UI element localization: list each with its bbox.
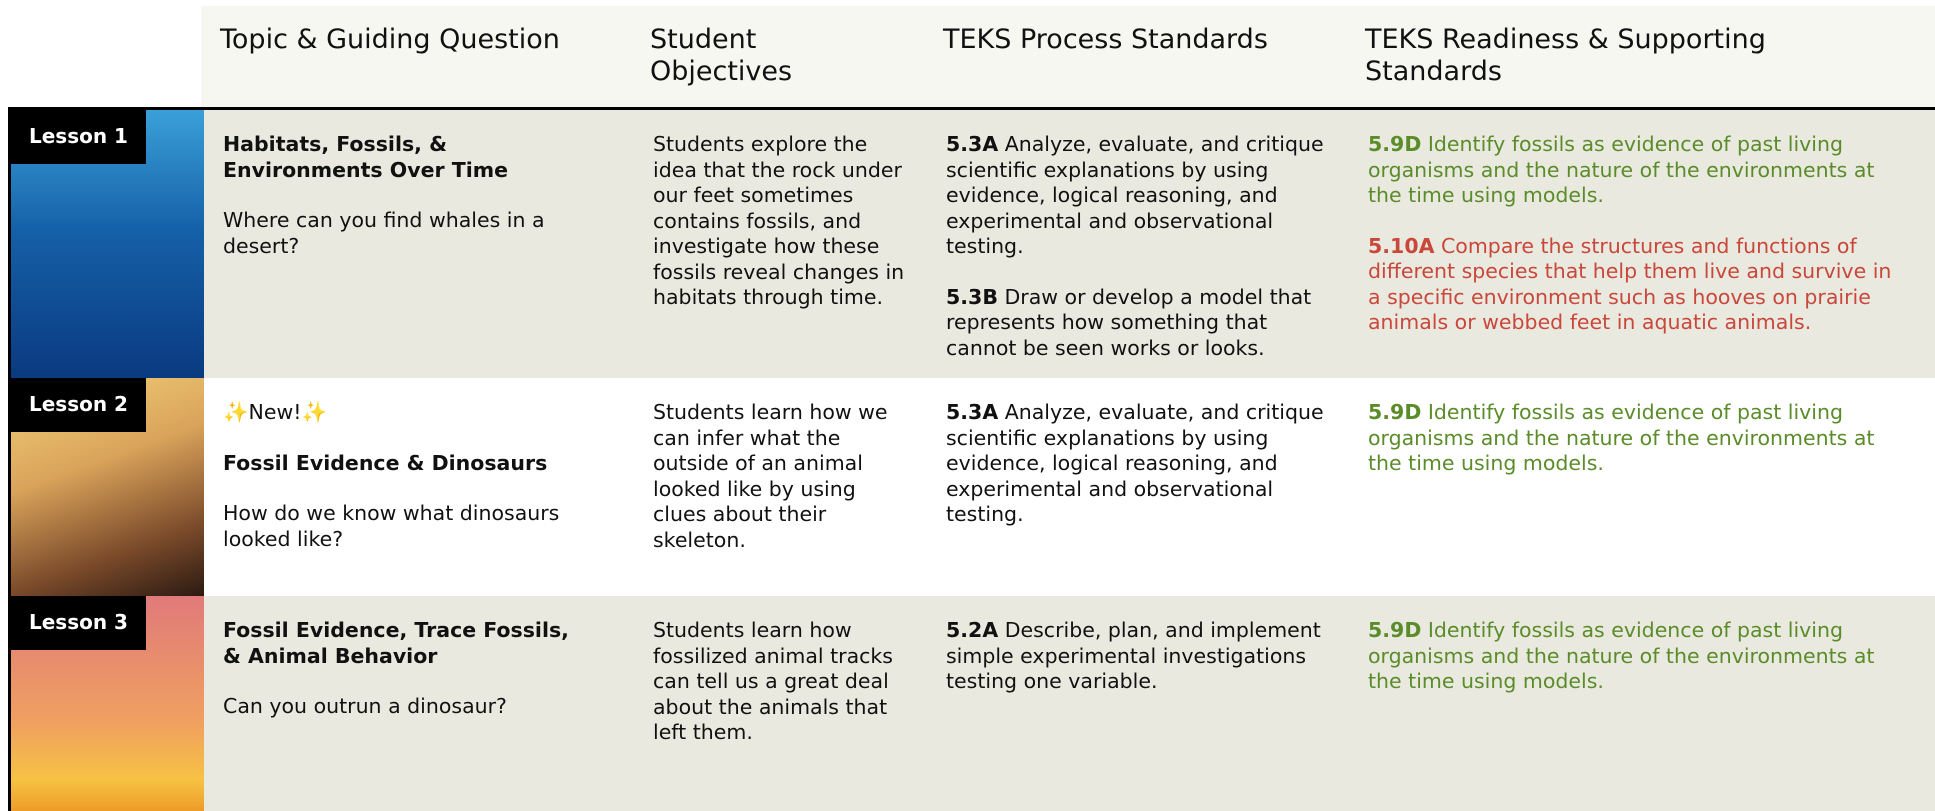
cell: 5.9D Identify fossils as evidence of pas… [1368,400,1898,502]
lesson-title: Habitats, Fossils, & Environments Over T… [223,132,508,182]
cell: Fossil Evidence, Trace Fossils, & Animal… [223,618,593,745]
cell: 5.2A Describe, plan, and implement simpl… [946,618,1336,720]
process-standard: 5.3A Analyze, evaluate, and critique sci… [946,400,1336,528]
objectives: Students learn how fossilized animal tra… [653,618,893,744]
cell: Students explore the idea that the rock … [653,132,908,336]
standard-code: 5.9D [1368,400,1422,424]
standard-code: 5.3A [946,132,999,156]
objectives: Students learn how we can infer what the… [653,400,888,552]
process-standard: 5.2A Describe, plan, and implement simpl… [946,618,1336,695]
cell: 5.9D Identify fossils as evidence of pas… [1368,132,1898,361]
column-header: Student Objectives [650,24,793,87]
cell: Students learn how we can infer what the… [653,400,908,578]
standard-code: 5.9D [1368,132,1422,156]
cell: Students learn how fossilized animal tra… [653,618,908,771]
guiding-question: Can you outrun a dinosaur? [223,694,507,718]
standard-text: Compare the structures and functions of … [1368,233,1892,335]
standard-text: Analyze, evaluate, and critique scientif… [946,400,1324,526]
standard-text: Identify fossils as evidence of past liv… [1368,400,1875,475]
lesson-label: Lesson 3 [11,596,146,650]
lesson-row: Lesson 3 Fossil Evidence, Trace Fossils, … [11,596,1935,811]
lesson-image: Lesson 1 [11,110,204,378]
lesson-row: Lesson 2 ✨New!✨ Fossil Evidence & Dinosaur… [11,378,1935,596]
cell: 5.3A Analyze, evaluate, and critique sci… [946,132,1336,386]
lesson-title: Fossil Evidence & Dinosaurs [223,450,548,475]
standard-text: Describe, plan, and implement simple exp… [946,618,1321,693]
column-header: TEKS Process Standards [943,24,1268,55]
lesson-row: Lesson 1 Habitats, Fossils, & Environment… [11,110,1935,378]
standard-code: 5.2A [946,618,999,642]
table-body: Lesson 1 Habitats, Fossils, & Environment… [8,107,1935,811]
column-header: TEKS Readiness & Supporting Standards [1365,24,1766,87]
cell: 5.3A Analyze, evaluate, and critique sci… [946,400,1336,553]
standard-text: Draw or develop a model that represents … [946,284,1312,360]
process-standard: 5.3B Draw or develop a model that repres… [946,285,1336,362]
guiding-question: How do we know what dinosaurs looked lik… [223,501,560,551]
lesson-label: Lesson 2 [11,378,146,432]
new-badge: ✨New!✨ [223,400,327,424]
guiding-question: Where can you find whales in a desert? [223,208,545,258]
standard-code: 5.3A [946,400,999,424]
standard-text: Analyze, evaluate, and critique scientif… [946,132,1324,258]
standard-code: 5.10A [1368,233,1435,258]
standard-text: Identify fossils as evidence of past liv… [1368,618,1875,693]
readiness-standard: 5.9D Identify fossils as evidence of pas… [1368,400,1898,477]
column-header: Topic & Guiding Question [220,24,560,55]
cell: 5.9D Identify fossils as evidence of pas… [1368,618,1898,720]
lesson-image: Lesson 3 [11,596,204,811]
objectives: Students explore the idea that the rock … [653,132,905,309]
cell: ✨New!✨ Fossil Evidence & Dinosaurs How do … [223,400,593,577]
lesson-title: Fossil Evidence, Trace Fossils, & Animal… [223,618,569,668]
process-standard: 5.3A Analyze, evaluate, and critique sci… [946,132,1336,260]
table-header: Topic & Guiding Question Student Objectiv… [201,6,1935,107]
standard-text: Identify fossils as evidence of past liv… [1368,132,1875,207]
lesson-image: Lesson 2 [11,378,204,596]
standard-code: 5.3B [946,284,998,309]
readiness-standard: 5.10A Compare the structures and functio… [1368,234,1898,336]
standard-code: 5.9D [1368,618,1422,642]
readiness-standard: 5.9D Identify fossils as evidence of pas… [1368,618,1898,695]
readiness-standard: 5.9D Identify fossils as evidence of pas… [1368,132,1898,209]
cell: Habitats, Fossils, & Environments Over T… [223,132,593,284]
lesson-label: Lesson 1 [11,110,146,164]
